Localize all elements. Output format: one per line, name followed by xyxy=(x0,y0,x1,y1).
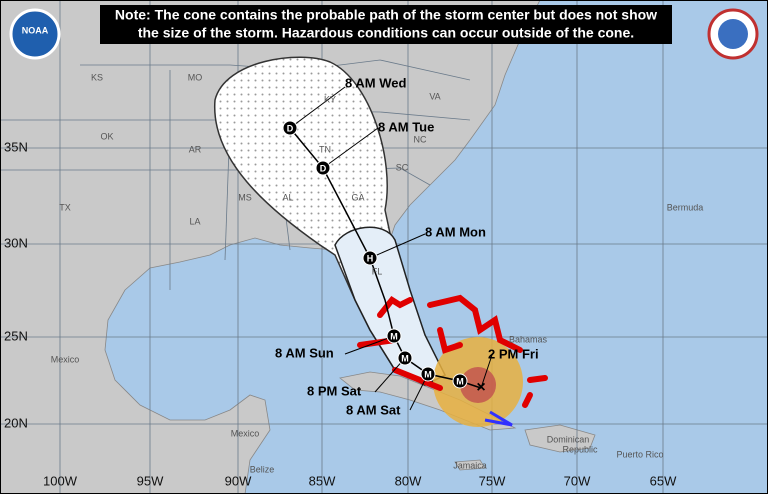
place-label: Bermuda xyxy=(667,202,704,212)
track-line xyxy=(289,127,482,389)
forecast-time-label: 8 AM Sat xyxy=(346,402,401,417)
hurricane-wind-field xyxy=(460,367,496,403)
forecast-time-label: 8 PM Sat xyxy=(307,383,362,398)
forecast-time-label: 8 AM Mon xyxy=(425,224,486,239)
forecast-time-label: 8 AM Tue xyxy=(378,119,434,134)
track-point-symbol: D xyxy=(320,163,327,173)
state-label: AR xyxy=(189,144,202,154)
state-label: AL xyxy=(282,192,293,202)
state-label: SC xyxy=(396,162,409,172)
noaa-logo-text: NOAA xyxy=(22,25,49,35)
track-point-symbol: D xyxy=(287,123,294,133)
place-label: Puerto Rico xyxy=(616,449,663,459)
place-label: Belize xyxy=(250,464,275,474)
state-label: OK xyxy=(100,131,113,141)
latitude-label: 30N xyxy=(4,235,28,250)
watch xyxy=(484,410,513,427)
state-label: TX xyxy=(59,202,71,212)
place-label: Mexico xyxy=(231,428,260,438)
state-label: VA xyxy=(429,91,440,101)
latitude-label: 25N xyxy=(4,328,28,343)
longitude-label: 70W xyxy=(564,473,591,488)
track-point-symbol: M xyxy=(424,369,432,379)
longitude-label: 100W xyxy=(43,473,78,488)
state-label: GA xyxy=(351,192,364,202)
state-label: LA xyxy=(189,216,200,226)
jamaica xyxy=(454,459,486,471)
place-label: Jamaica xyxy=(453,460,487,470)
state-label: NC xyxy=(414,134,427,144)
track-point xyxy=(362,250,378,266)
longitude-label: 85W xyxy=(309,473,336,488)
track-point-symbol: M xyxy=(401,353,409,363)
track-point-symbol: M xyxy=(390,331,398,341)
track-point xyxy=(282,120,298,136)
longitude-label: 90W xyxy=(225,473,252,488)
place-label: Republic xyxy=(562,444,598,454)
track-point xyxy=(386,328,402,344)
mainland xyxy=(0,0,541,494)
forecast-time-label: 8 AM Sun xyxy=(275,345,334,360)
note-line: the size of the storm. Hazardous conditi… xyxy=(138,25,634,41)
note-line: Note: The cone contains the probable pat… xyxy=(115,7,657,23)
hispaniola xyxy=(524,424,596,453)
track-point xyxy=(452,373,468,389)
forecast-time-label: 8 AM Wed xyxy=(345,75,406,90)
state-label: KS xyxy=(91,72,103,82)
place-label: Mexico xyxy=(51,354,80,364)
nws-logo-inner xyxy=(718,19,748,49)
track-point xyxy=(397,350,413,366)
track-point xyxy=(420,366,436,382)
state-label: KY xyxy=(324,94,336,104)
note-box xyxy=(100,5,672,44)
state-label: MO xyxy=(188,72,203,82)
state-label: MS xyxy=(238,192,252,202)
longitude-label: 65W xyxy=(650,473,677,488)
latitude-label: 20N xyxy=(4,415,28,430)
place-label: Dominican xyxy=(547,434,590,444)
place-label: Bahamas xyxy=(509,334,548,344)
state-label: FL xyxy=(372,266,383,276)
label-leaders xyxy=(289,86,493,411)
track-point xyxy=(315,160,331,176)
forecast-time-label: 2 PM Fri xyxy=(488,346,539,361)
noaa-logo xyxy=(9,8,61,60)
longitude-label: 95W xyxy=(137,473,164,488)
longitude-label: 75W xyxy=(479,473,506,488)
track-point-symbol: H xyxy=(367,253,374,263)
track-point-symbol: M xyxy=(456,376,464,386)
longitude-label: 80W xyxy=(395,473,422,488)
state-label: TN xyxy=(319,144,331,154)
latitude-label: 35N xyxy=(4,139,28,154)
